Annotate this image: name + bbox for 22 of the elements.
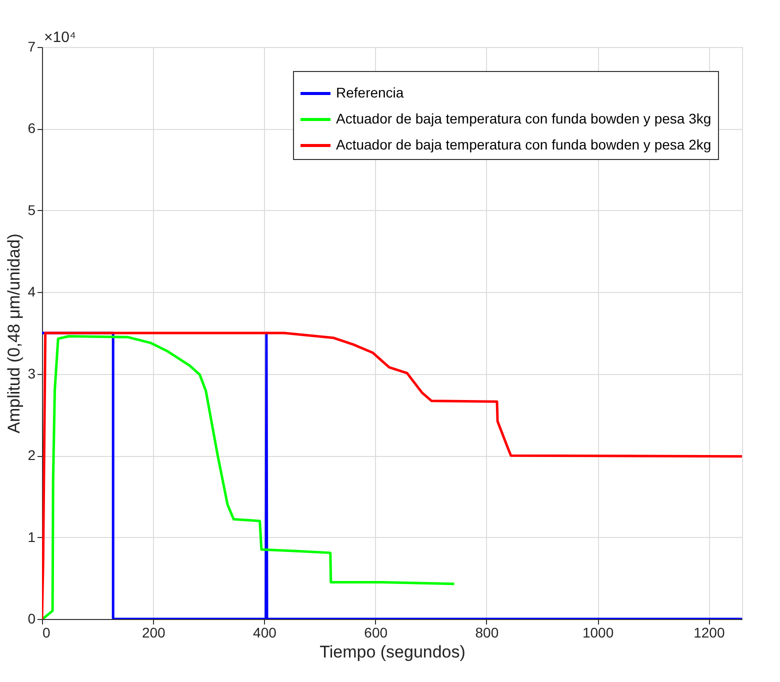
legend-label: Actuador de baja temperatura con funda bowden y pesa 2kg (336, 136, 712, 152)
y-tick-label: 2 (28, 447, 36, 464)
y-tick-label: 5 (28, 202, 36, 218)
x-tick-label: 0 (42, 624, 50, 640)
x-tick-label: 1200 (694, 624, 725, 640)
x-tick-label: 400 (253, 624, 277, 640)
x-tick-label: 600 (364, 624, 388, 640)
x-tick-label: 1000 (582, 624, 614, 640)
legend-label: Referencia (336, 84, 404, 100)
y-tick-label: 1 (28, 528, 36, 545)
y-tick-label: 7 (28, 38, 36, 54)
text: ×10⁴ (44, 29, 76, 46)
x-axis-title: Tiempo (segundos) (320, 642, 466, 662)
line-series (42, 335, 456, 619)
y-tick-label: 4 (28, 284, 36, 300)
y-tick-label: 0 (28, 610, 36, 626)
y-tick-label: 3 (28, 365, 36, 382)
y-axis-title: Amplitud (0,48 μm/unidad) (4, 234, 24, 434)
x-tick-label: 200 (142, 624, 166, 640)
legend-label: Actuador de baja temperatura con funda bowden y pesa 3kg (336, 110, 712, 126)
x-tick-label: 800 (475, 624, 499, 640)
y-tick-label: 6 (28, 120, 36, 136)
